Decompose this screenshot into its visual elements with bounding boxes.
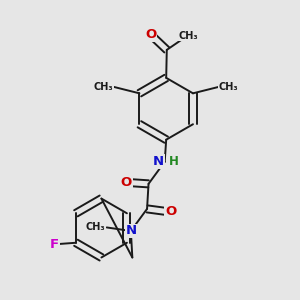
Text: O: O bbox=[121, 176, 132, 189]
Text: O: O bbox=[145, 28, 156, 41]
Text: CH₃: CH₃ bbox=[219, 82, 239, 92]
Text: CH₃: CH₃ bbox=[94, 82, 113, 92]
Text: H: H bbox=[169, 155, 178, 168]
Text: N: N bbox=[125, 224, 136, 238]
Text: F: F bbox=[50, 238, 59, 251]
Text: O: O bbox=[165, 205, 176, 218]
Text: N: N bbox=[153, 155, 164, 168]
Text: CH₃: CH₃ bbox=[178, 31, 198, 41]
Text: CH₃: CH₃ bbox=[85, 222, 105, 233]
